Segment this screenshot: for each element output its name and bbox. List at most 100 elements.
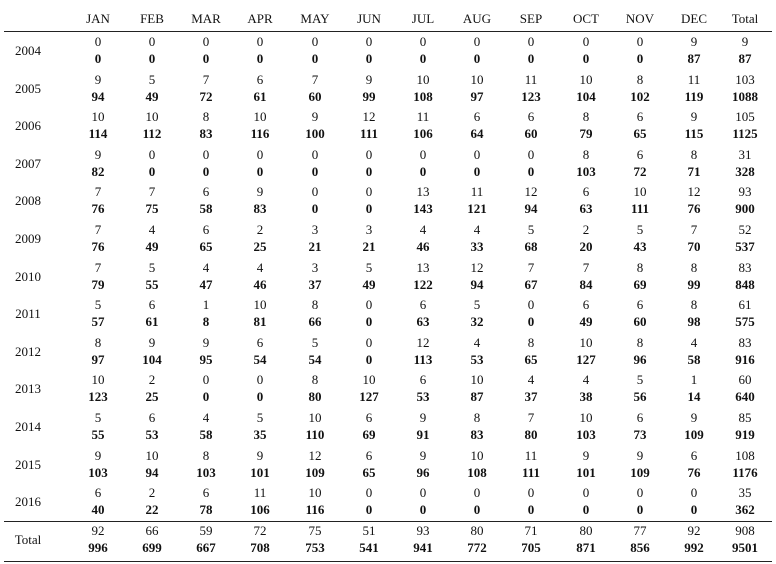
cell-total: 705 bbox=[521, 539, 541, 555]
cell-count: 6 bbox=[690, 447, 698, 463]
cell-count: 4 bbox=[473, 222, 481, 237]
cell-total: 97 bbox=[91, 351, 105, 367]
cell-count: 51 bbox=[362, 522, 376, 538]
cell-total: 49 bbox=[145, 88, 159, 104]
cell-total: 54 bbox=[308, 351, 322, 367]
cell-total: 0 bbox=[148, 163, 156, 179]
row-label: 2010 bbox=[15, 268, 41, 284]
cell-count: 6 bbox=[636, 410, 644, 425]
cell-total: 40 bbox=[91, 502, 105, 518]
cell-total: 49 bbox=[579, 314, 593, 330]
cell-total: 94 bbox=[470, 276, 484, 292]
cell-total: 65 bbox=[199, 239, 213, 254]
cell-total: 110 bbox=[305, 427, 325, 442]
cell-count: 0 bbox=[148, 146, 156, 162]
cell-total: 111 bbox=[521, 464, 541, 480]
cell-total: 70 bbox=[687, 239, 701, 254]
cell-total: 992 bbox=[684, 539, 704, 555]
cell-total: 96 bbox=[416, 464, 430, 480]
cell-count: 12 bbox=[308, 447, 322, 463]
cell-total: 9501 bbox=[732, 539, 758, 555]
cell-count: 12 bbox=[687, 184, 701, 200]
cell-count: 4 bbox=[202, 259, 210, 275]
cell-total: 87 bbox=[687, 51, 701, 66]
cell-count: 5 bbox=[636, 372, 644, 388]
row-label: 2005 bbox=[15, 80, 41, 96]
cell-count: 5 bbox=[473, 297, 481, 313]
cell-count: 0 bbox=[419, 146, 427, 162]
cell-count: 4 bbox=[256, 259, 264, 275]
column-header: JUL bbox=[411, 11, 435, 26]
cell-count: 0 bbox=[473, 146, 481, 162]
cell-count: 71 bbox=[524, 522, 538, 538]
cell-total: 328 bbox=[735, 163, 755, 179]
cell-total: 115 bbox=[684, 126, 704, 142]
cell-count: 92 bbox=[687, 522, 701, 538]
cell-count: 908 bbox=[735, 522, 755, 538]
cell-total: 699 bbox=[142, 539, 162, 555]
cell-total: 61 bbox=[253, 88, 267, 104]
cell-count: 0 bbox=[473, 485, 481, 501]
cell-total: 362 bbox=[735, 502, 755, 518]
cell-count: 9 bbox=[690, 410, 698, 425]
cell-total: 900 bbox=[735, 201, 755, 217]
cell-total: 47 bbox=[199, 276, 213, 292]
cell-total: 0 bbox=[365, 314, 373, 330]
cell-total: 76 bbox=[91, 239, 105, 254]
cell-count: 7 bbox=[582, 259, 590, 275]
cell-count: 4 bbox=[527, 372, 535, 388]
cell-total: 83 bbox=[253, 201, 267, 217]
cell-count: 93 bbox=[416, 522, 430, 538]
row-label: 2013 bbox=[15, 381, 41, 397]
cell-total: 121 bbox=[467, 201, 487, 217]
cell-total: 100 bbox=[305, 126, 325, 142]
cell-count: 0 bbox=[365, 334, 373, 350]
cell-count: 10 bbox=[91, 372, 105, 388]
cell-total: 0 bbox=[636, 502, 644, 518]
cell-total: 0 bbox=[636, 51, 644, 66]
cell-total: 69 bbox=[633, 276, 647, 292]
cell-count: 11 bbox=[416, 109, 430, 125]
cell-total: 0 bbox=[365, 163, 373, 179]
cell-count: 7 bbox=[148, 184, 156, 200]
cell-count: 0 bbox=[636, 34, 644, 49]
cell-total: 0 bbox=[582, 502, 590, 518]
cell-count: 8 bbox=[311, 372, 319, 388]
cell-total: 98 bbox=[687, 314, 701, 330]
cell-total: 72 bbox=[633, 163, 647, 179]
cell-count: 61 bbox=[738, 297, 752, 313]
cell-count: 10 bbox=[579, 71, 593, 87]
cell-total: 99 bbox=[687, 276, 701, 292]
cell-count: 6 bbox=[256, 334, 264, 350]
cell-count: 6 bbox=[419, 372, 427, 388]
cell-total: 67 bbox=[524, 276, 538, 292]
cell-count: 12 bbox=[362, 109, 376, 125]
cell-total: 65 bbox=[524, 351, 538, 367]
cell-total: 95 bbox=[199, 351, 213, 367]
cell-total: 0 bbox=[365, 201, 373, 217]
cell-count: 10 bbox=[633, 184, 647, 200]
cell-count: 5 bbox=[311, 334, 319, 350]
cell-count: 7 bbox=[311, 71, 319, 87]
cell-total: 0 bbox=[365, 502, 373, 518]
cell-total: 640 bbox=[735, 389, 755, 405]
cell-count: 8 bbox=[690, 297, 698, 313]
cell-count: 5 bbox=[148, 71, 156, 87]
cell-total: 79 bbox=[579, 126, 593, 142]
cell-total: 35 bbox=[253, 427, 267, 442]
cell-total: 72 bbox=[199, 88, 213, 104]
cell-total: 109 bbox=[684, 427, 704, 442]
cell-count: 0 bbox=[202, 146, 210, 162]
cell-count: 0 bbox=[365, 34, 373, 49]
cell-total: 22 bbox=[145, 502, 159, 518]
cell-count: 4 bbox=[202, 410, 210, 425]
cell-count: 6 bbox=[202, 222, 210, 237]
cell-total: 94 bbox=[145, 464, 159, 480]
cell-count: 3 bbox=[365, 222, 373, 237]
cell-total: 143 bbox=[413, 201, 433, 217]
cell-count: 12 bbox=[524, 184, 538, 200]
cell-count: 0 bbox=[365, 485, 373, 501]
cell-total: 79 bbox=[91, 276, 105, 292]
cell-count: 7 bbox=[527, 410, 535, 425]
cell-total: 25 bbox=[253, 239, 267, 254]
